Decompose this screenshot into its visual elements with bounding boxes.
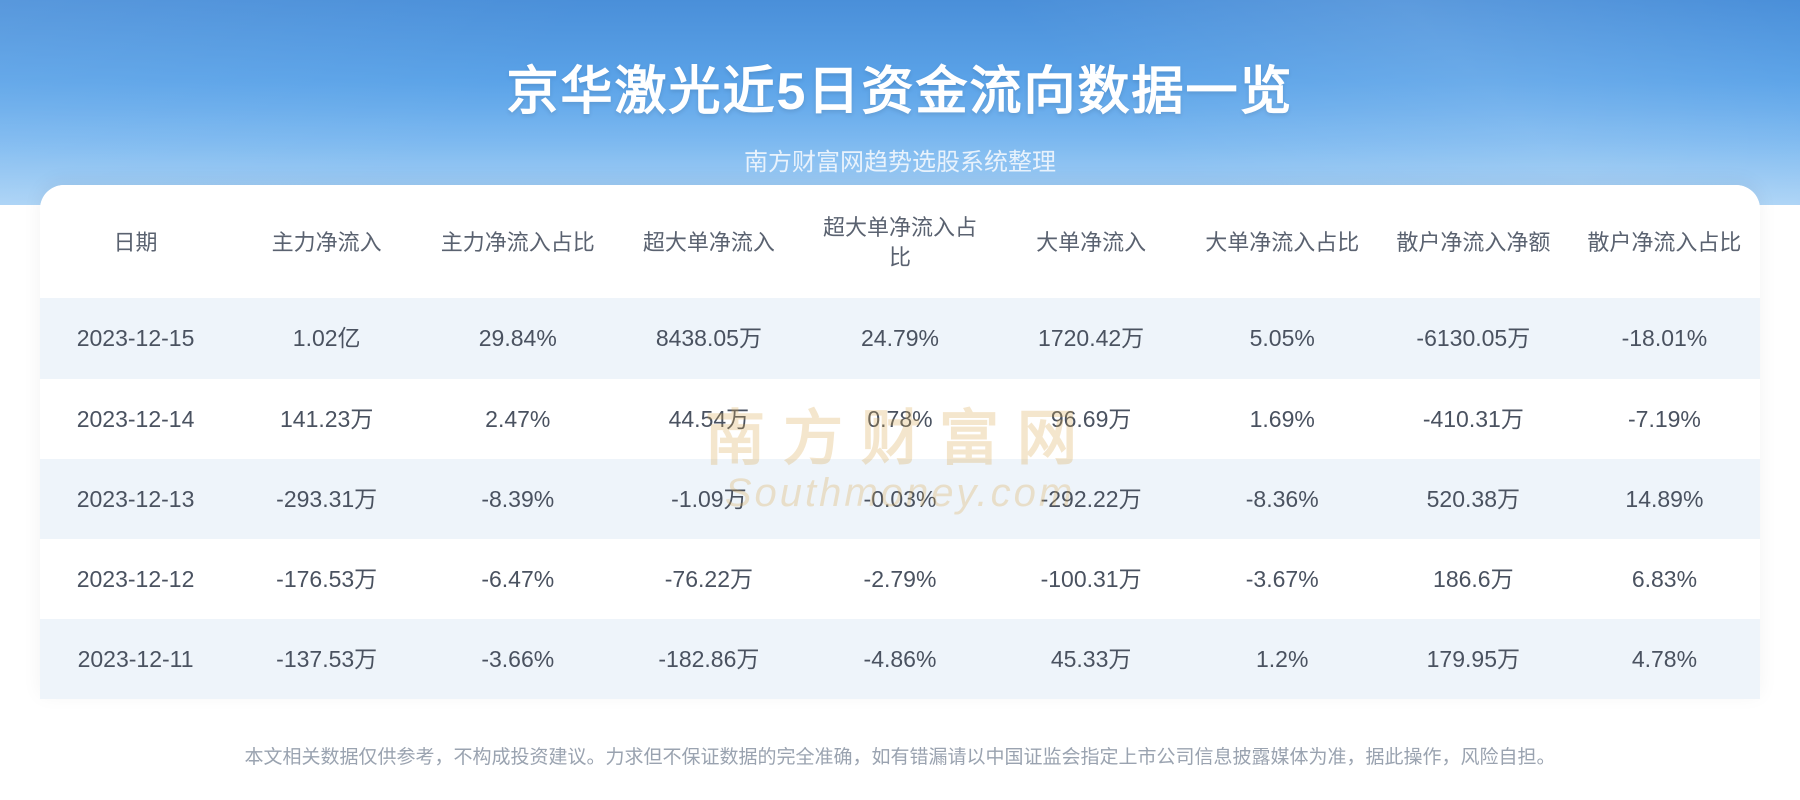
cell: 1.02亿 bbox=[231, 298, 422, 378]
cell: -18.01% bbox=[1569, 298, 1760, 378]
data-table-container: 日期 主力净流入 主力净流入占比 超大单净流入 超大单净流入占比 大单净流入 大… bbox=[40, 185, 1760, 699]
cell: -292.22万 bbox=[996, 459, 1187, 539]
cell: 520.38万 bbox=[1378, 459, 1569, 539]
cell: 0.78% bbox=[804, 379, 995, 459]
cell: -3.66% bbox=[422, 619, 613, 699]
page-title: 京华激光近5日资金流向数据一览 bbox=[507, 49, 1294, 124]
table-row: 2023-12-12 -176.53万 -6.47% -76.22万 -2.79… bbox=[40, 539, 1760, 619]
table-header-row: 日期 主力净流入 主力净流入占比 超大单净流入 超大单净流入占比 大单净流入 大… bbox=[40, 185, 1760, 298]
cell: 24.79% bbox=[804, 298, 995, 378]
cell: 4.78% bbox=[1569, 619, 1760, 699]
col-retail-inflow: 散户净流入净额 bbox=[1378, 185, 1569, 298]
cell: -410.31万 bbox=[1378, 379, 1569, 459]
cell: -3.67% bbox=[1187, 539, 1378, 619]
cell: -8.36% bbox=[1187, 459, 1378, 539]
cell: -0.03% bbox=[804, 459, 995, 539]
col-large-inflow-pct: 大单净流入占比 bbox=[1187, 185, 1378, 298]
cell: -2.79% bbox=[804, 539, 995, 619]
col-main-inflow: 主力净流入 bbox=[231, 185, 422, 298]
col-date: 日期 bbox=[40, 185, 231, 298]
cell: 96.69万 bbox=[996, 379, 1187, 459]
cell: 6.83% bbox=[1569, 539, 1760, 619]
cell: 2023-12-14 bbox=[40, 379, 231, 459]
cell: 2023-12-12 bbox=[40, 539, 231, 619]
cell: 1.2% bbox=[1187, 619, 1378, 699]
cell: -176.53万 bbox=[231, 539, 422, 619]
table-row: 2023-12-15 1.02亿 29.84% 8438.05万 24.79% … bbox=[40, 298, 1760, 378]
cell: 141.23万 bbox=[231, 379, 422, 459]
cell: -1.09万 bbox=[613, 459, 804, 539]
cell: 8438.05万 bbox=[613, 298, 804, 378]
cell: 29.84% bbox=[422, 298, 613, 378]
cell: 179.95万 bbox=[1378, 619, 1569, 699]
cell: -8.39% bbox=[422, 459, 613, 539]
col-large-inflow: 大单净流入 bbox=[996, 185, 1187, 298]
disclaimer-text: 本文相关数据仅供参考，不构成投资建议。力求但不保证数据的完全准确，如有错漏请以中… bbox=[0, 744, 1800, 773]
cell: 1720.42万 bbox=[996, 298, 1187, 378]
cell: -7.19% bbox=[1569, 379, 1760, 459]
cell: -137.53万 bbox=[231, 619, 422, 699]
cell: 5.05% bbox=[1187, 298, 1378, 378]
fund-flow-table: 日期 主力净流入 主力净流入占比 超大单净流入 超大单净流入占比 大单净流入 大… bbox=[40, 185, 1760, 699]
table-row: 2023-12-14 141.23万 2.47% 44.54万 0.78% 96… bbox=[40, 379, 1760, 459]
col-xl-inflow-pct: 超大单净流入占比 bbox=[804, 185, 995, 298]
cell: -100.31万 bbox=[996, 539, 1187, 619]
cell: -6130.05万 bbox=[1378, 298, 1569, 378]
page-subtitle: 南方财富网趋势选股系统整理 bbox=[744, 142, 1056, 177]
cell: 2023-12-13 bbox=[40, 459, 231, 539]
col-retail-inflow-pct: 散户净流入占比 bbox=[1569, 185, 1760, 298]
cell: 45.33万 bbox=[996, 619, 1187, 699]
col-main-inflow-pct: 主力净流入占比 bbox=[422, 185, 613, 298]
cell: 2023-12-15 bbox=[40, 298, 231, 378]
table-row: 2023-12-13 -293.31万 -8.39% -1.09万 -0.03%… bbox=[40, 459, 1760, 539]
cell: 2023-12-11 bbox=[40, 619, 231, 699]
cell: 44.54万 bbox=[613, 379, 804, 459]
table-row: 2023-12-11 -137.53万 -3.66% -182.86万 -4.8… bbox=[40, 619, 1760, 699]
col-xl-inflow: 超大单净流入 bbox=[613, 185, 804, 298]
cell: 2.47% bbox=[422, 379, 613, 459]
cell: -293.31万 bbox=[231, 459, 422, 539]
cell: -182.86万 bbox=[613, 619, 804, 699]
cell: 1.69% bbox=[1187, 379, 1378, 459]
cell: -76.22万 bbox=[613, 539, 804, 619]
header-banner: 京华激光近5日资金流向数据一览 南方财富网趋势选股系统整理 bbox=[0, 0, 1800, 205]
cell: 14.89% bbox=[1569, 459, 1760, 539]
cell: 186.6万 bbox=[1378, 539, 1569, 619]
cell: -4.86% bbox=[804, 619, 995, 699]
cell: -6.47% bbox=[422, 539, 613, 619]
